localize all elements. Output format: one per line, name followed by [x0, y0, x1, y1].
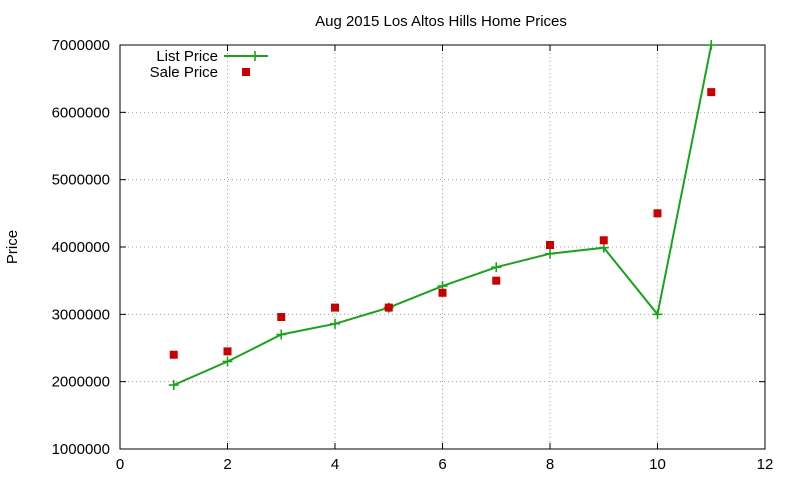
- y-tick-label: 2000000: [52, 374, 110, 391]
- data-point: [277, 313, 286, 322]
- chart-title: Aug 2015 Los Altos Hills Home Prices: [315, 13, 567, 30]
- ticks: 0 2 4 6 8 10 12 1000000 2000000 3000000 4000000 500…: [52, 37, 774, 473]
- data-point: [168, 380, 179, 391]
- data-point: [438, 288, 447, 297]
- y-tick-label: 3000000: [52, 306, 110, 323]
- data-point: [546, 240, 554, 249]
- legend-label: Sale Price: [150, 64, 218, 81]
- y-tick-label: 4000000: [52, 239, 110, 256]
- grid: [120, 45, 765, 449]
- x-tick-label: 4: [331, 456, 339, 473]
- series-sale-price: [169, 88, 716, 359]
- data-point: [599, 236, 608, 245]
- data-point: [276, 329, 287, 340]
- y-tick-label: 6000000: [52, 104, 110, 121]
- data-point: [653, 209, 662, 218]
- legend-marker: [250, 51, 260, 61]
- data-point: [223, 347, 232, 356]
- x-tick-label: 2: [223, 456, 231, 473]
- data-point: [331, 303, 339, 312]
- legend-marker: [242, 68, 250, 76]
- x-tick-label: 10: [649, 456, 666, 473]
- data-point: [545, 248, 555, 259]
- legend-label: List Price: [156, 48, 218, 65]
- x-tick-label: 0: [116, 456, 124, 473]
- data-point: [222, 356, 233, 367]
- y-tick-label: 1000000: [52, 441, 110, 458]
- data-point: [330, 318, 340, 329]
- data-point: [169, 350, 178, 359]
- data-point: [491, 262, 502, 273]
- y-tick-label: 7000000: [52, 37, 110, 54]
- x-tick-label: 8: [546, 456, 554, 473]
- series: [168, 40, 717, 391]
- x-tick-label: 12: [757, 456, 774, 473]
- data-point: [706, 40, 717, 50]
- data-point: [384, 303, 393, 312]
- data-point: [652, 309, 663, 320]
- x-tick-label: 6: [438, 456, 446, 473]
- y-axis-title: Price: [4, 230, 21, 264]
- data-point: [707, 88, 716, 97]
- data-point: [598, 242, 609, 253]
- y-tick-label: 5000000: [52, 172, 110, 189]
- data-point: [492, 276, 501, 285]
